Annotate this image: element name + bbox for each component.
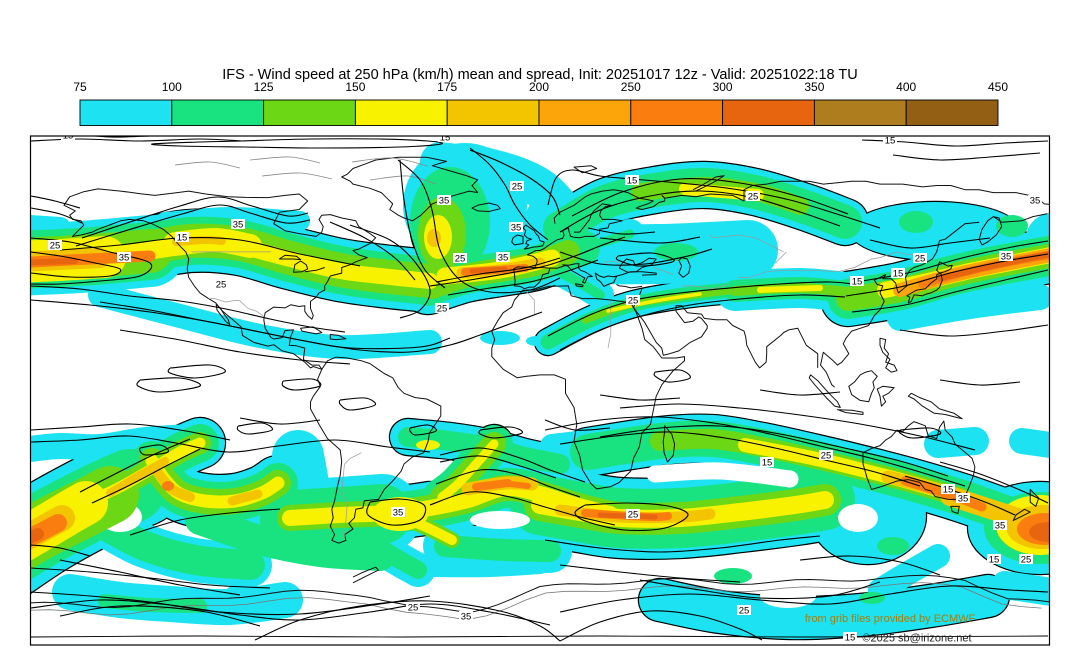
svg-text:25: 25 <box>50 241 61 252</box>
svg-text:25: 25 <box>408 603 419 614</box>
svg-text:25: 25 <box>628 510 639 521</box>
svg-text:350: 350 <box>804 80 824 94</box>
svg-text:35: 35 <box>439 196 450 207</box>
svg-text:25: 25 <box>821 451 832 462</box>
svg-text:25: 25 <box>455 254 466 265</box>
svg-text:from grib files provided by EC: from grib files provided by ECMWF <box>805 613 976 625</box>
svg-text:25: 25 <box>437 304 448 315</box>
svg-text:25: 25 <box>628 296 639 307</box>
svg-text:25: 25 <box>748 192 759 203</box>
svg-text:IFS - Wind speed at 250 hPa (k: IFS - Wind speed at 250 hPa (km/h) mean … <box>222 67 857 83</box>
svg-text:25: 25 <box>1021 555 1032 566</box>
svg-text:35: 35 <box>1001 252 1012 263</box>
svg-text:125: 125 <box>254 80 274 94</box>
svg-text:35: 35 <box>498 253 509 264</box>
svg-text:35: 35 <box>119 253 130 264</box>
svg-text:15: 15 <box>762 458 773 469</box>
svg-text:15: 15 <box>440 133 451 144</box>
svg-text:35: 35 <box>393 508 404 519</box>
svg-text:25: 25 <box>512 182 523 193</box>
svg-text:15: 15 <box>943 485 954 496</box>
svg-text:25: 25 <box>915 254 926 265</box>
svg-text:35: 35 <box>233 220 244 231</box>
svg-text:15: 15 <box>893 269 904 280</box>
svg-text:35: 35 <box>461 612 472 623</box>
svg-text:15: 15 <box>177 233 188 244</box>
svg-text:300: 300 <box>713 80 733 94</box>
svg-text:35: 35 <box>995 521 1006 532</box>
svg-text:25: 25 <box>739 606 750 617</box>
svg-text:100: 100 <box>162 80 182 94</box>
svg-text:15: 15 <box>852 277 863 288</box>
svg-text:35: 35 <box>958 494 969 505</box>
svg-text:©2025 sb@irizone.net: ©2025 sb@irizone.net <box>862 633 971 645</box>
svg-text:150: 150 <box>345 80 365 94</box>
svg-text:250: 250 <box>621 80 641 94</box>
svg-text:15: 15 <box>885 136 896 147</box>
svg-text:15: 15 <box>845 633 856 644</box>
svg-text:35: 35 <box>511 223 522 234</box>
svg-text:25: 25 <box>216 280 227 291</box>
svg-text:200: 200 <box>529 80 549 94</box>
svg-text:450: 450 <box>988 80 1008 94</box>
svg-text:75: 75 <box>73 80 87 94</box>
svg-text:400: 400 <box>896 80 916 94</box>
svg-text:15: 15 <box>989 555 1000 566</box>
svg-text:15: 15 <box>627 176 638 187</box>
svg-text:35: 35 <box>1030 196 1041 207</box>
svg-text:15: 15 <box>63 131 74 142</box>
svg-text:175: 175 <box>437 80 457 94</box>
